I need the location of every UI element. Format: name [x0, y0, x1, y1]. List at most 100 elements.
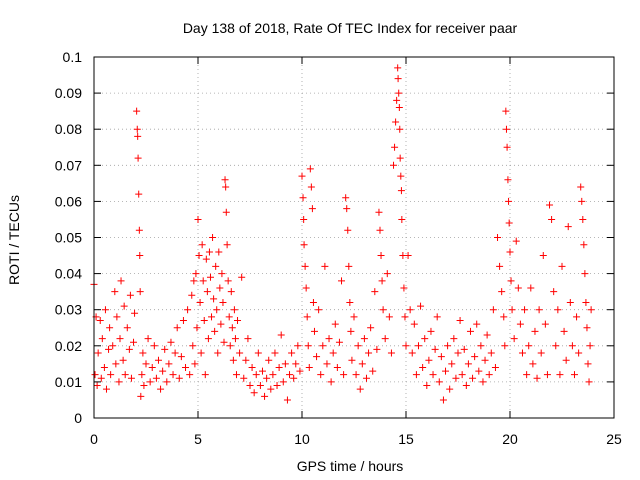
data-point [398, 215, 406, 223]
data-point [425, 356, 433, 364]
data-point [144, 335, 152, 343]
data-point [240, 374, 248, 382]
data-point [546, 201, 554, 209]
data-point [444, 342, 452, 350]
data-point [134, 132, 142, 140]
data-point [120, 302, 128, 310]
data-point [560, 327, 568, 335]
data-point [219, 298, 227, 306]
data-point [232, 371, 240, 379]
data-point [229, 356, 237, 364]
data-point [435, 378, 443, 386]
data-point [258, 367, 266, 375]
data-point [159, 367, 167, 375]
data-point [400, 284, 408, 292]
data-point [346, 298, 354, 306]
data-point [215, 248, 223, 256]
data-point [585, 378, 593, 386]
data-point [502, 107, 510, 115]
data-point [323, 360, 331, 368]
data-point [437, 353, 445, 361]
data-point [333, 363, 341, 371]
data-point [167, 338, 175, 346]
data-point [281, 360, 289, 368]
data-point [244, 335, 252, 343]
data-point [165, 360, 173, 368]
data-point [570, 371, 578, 379]
data-point [541, 320, 549, 328]
data-point [133, 107, 141, 115]
data-point [575, 349, 583, 357]
data-point [177, 353, 185, 361]
data-point [329, 349, 337, 357]
data-point [423, 382, 431, 390]
data-point [226, 342, 234, 350]
data-point [375, 208, 383, 216]
data-point [516, 320, 524, 328]
data-point [300, 241, 308, 249]
data-point [487, 349, 495, 357]
data-point [483, 331, 491, 339]
data-point [491, 363, 499, 371]
y-tick-label: 0.08 [55, 121, 82, 137]
data-point [148, 363, 156, 371]
data-point [315, 306, 323, 314]
data-point [344, 226, 352, 234]
data-point [206, 273, 214, 281]
data-point [193, 324, 201, 332]
data-point [358, 360, 366, 368]
data-point [586, 342, 594, 350]
data-point [135, 190, 143, 198]
data-point [203, 288, 211, 296]
data-point [531, 327, 539, 335]
data-point [171, 349, 179, 357]
data-point [376, 226, 384, 234]
data-point [475, 367, 483, 375]
chart-title: Day 138 of 2018, Rate Of TEC Index for r… [183, 20, 518, 36]
data-point [587, 306, 595, 314]
data-point [201, 371, 209, 379]
data-point [377, 252, 385, 260]
data-point [212, 262, 220, 270]
data-point [338, 277, 346, 285]
data-point [402, 342, 410, 350]
data-point [414, 342, 422, 350]
data-point [116, 335, 124, 343]
data-point [410, 320, 418, 328]
data-point [182, 363, 190, 371]
data-point [390, 161, 398, 169]
data-point [101, 306, 109, 314]
data-point [489, 306, 497, 314]
data-point [578, 197, 586, 205]
data-point [214, 349, 222, 357]
y-tick-label: 0 [74, 410, 82, 426]
data-point [135, 226, 143, 234]
data-point [458, 371, 466, 379]
data-point [419, 363, 427, 371]
data-point [140, 382, 148, 390]
data-point [246, 382, 254, 390]
data-point [401, 313, 409, 321]
data-point [231, 335, 239, 343]
data-point [573, 313, 581, 321]
data-point [179, 317, 187, 325]
data-point [533, 374, 541, 382]
data-point [442, 367, 450, 375]
data-point [196, 298, 204, 306]
data-point [133, 125, 141, 133]
data-point [169, 371, 177, 379]
data-point [127, 374, 135, 382]
data-point [106, 324, 114, 332]
axis-ticks: 0 0.01 0.02 0.03 0.04 0.05 0.06 0.07 0.08 0.09 0.1… [55, 49, 622, 447]
data-point [175, 374, 183, 382]
data-point [154, 356, 162, 364]
data-point [139, 349, 147, 357]
data-point [186, 371, 194, 379]
data-point [506, 248, 514, 256]
data-point [394, 64, 402, 72]
data-point [308, 205, 316, 213]
data-point [152, 374, 160, 382]
data-point [392, 118, 400, 126]
data-point [373, 345, 381, 353]
